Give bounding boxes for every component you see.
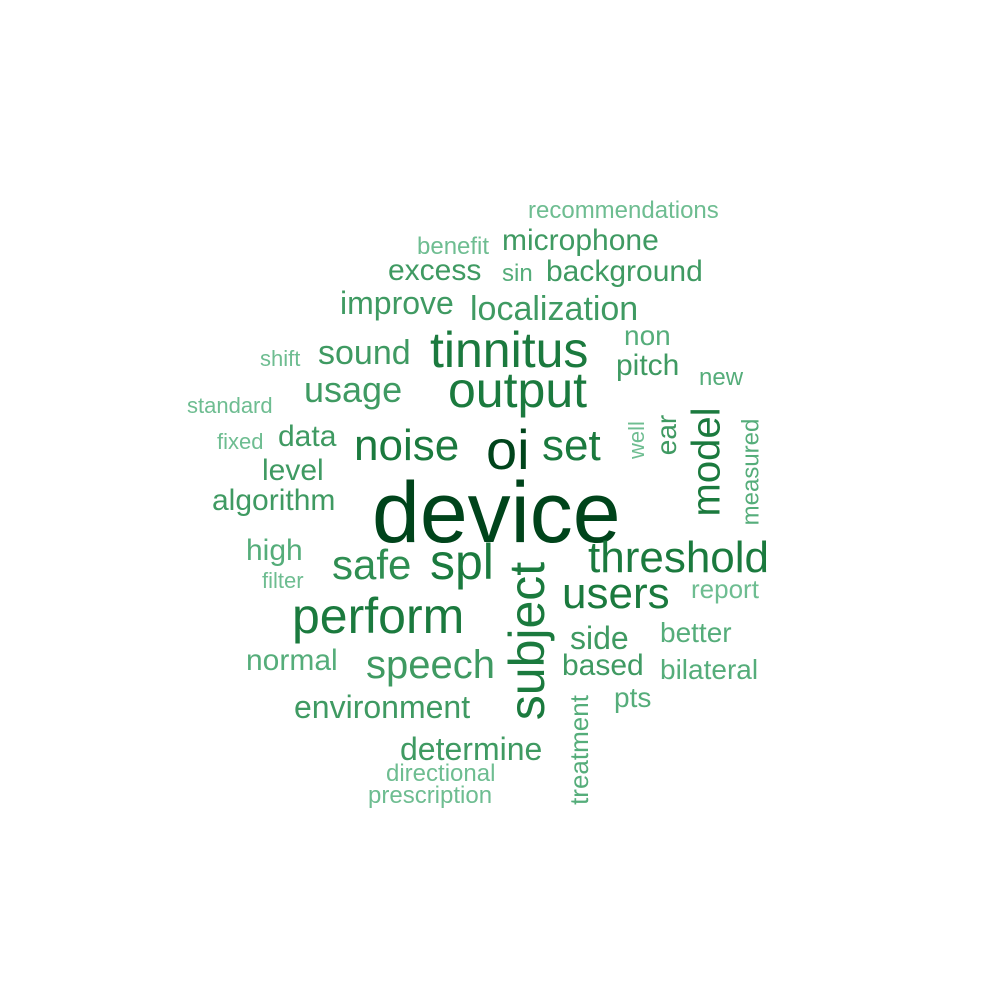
word-background: background — [546, 255, 703, 288]
word-fixed: fixed — [217, 429, 264, 454]
word-filter: filter — [262, 568, 304, 593]
word-treatment: treatment — [563, 695, 594, 805]
word-based: based — [562, 649, 644, 682]
word-level: level — [262, 454, 324, 487]
word-output: output — [448, 362, 588, 418]
word-noise: noise — [354, 421, 460, 470]
word-high: high — [246, 534, 303, 567]
word-localization: localization — [470, 290, 639, 328]
word-model: model — [684, 407, 729, 517]
word-recommendations: recommendations — [528, 197, 719, 224]
word-speech: speech — [366, 643, 495, 687]
word-ear: ear — [651, 414, 683, 456]
word-safe: safe — [332, 541, 412, 588]
word-shift: shift — [260, 346, 301, 371]
word-new: new — [699, 364, 744, 391]
word-tinnitus: tinnitus — [430, 322, 589, 378]
word-data: data — [278, 420, 337, 453]
word-better: better — [660, 617, 732, 648]
word-benefit: benefit — [417, 233, 490, 260]
word-directional: directional — [386, 760, 496, 787]
word-improve: improve — [340, 285, 454, 321]
word-usage: usage — [304, 369, 403, 410]
word-report: report — [691, 574, 759, 604]
word-perform: perform — [292, 588, 465, 644]
word-microphone: microphone — [502, 224, 659, 257]
word-side: side — [570, 620, 629, 656]
word-sound: sound — [318, 334, 411, 372]
word-pts: pts — [614, 682, 652, 713]
word-sin: sin — [502, 260, 533, 287]
word-excess: excess — [388, 254, 482, 287]
word-non: non — [624, 320, 671, 351]
word-determine: determine — [400, 731, 543, 767]
word-measured: measured — [737, 418, 765, 526]
word-spl: spl — [430, 534, 494, 590]
word-pitch: pitch — [616, 349, 680, 382]
word-set: set — [542, 421, 601, 470]
word-bilateral: bilateral — [660, 654, 759, 685]
word-prescription: prescription — [368, 782, 493, 809]
word-oi: oi — [486, 418, 530, 481]
word-environment: environment — [294, 689, 471, 725]
word-device: device — [372, 465, 621, 561]
word-subject: subject — [499, 561, 556, 721]
word-threshold: threshold — [588, 533, 770, 582]
word-well: well — [623, 421, 649, 459]
word-normal: normal — [246, 644, 338, 677]
word-standard: standard — [187, 393, 273, 418]
word-users: users — [562, 569, 670, 618]
word-algorithm: algorithm — [212, 484, 336, 517]
